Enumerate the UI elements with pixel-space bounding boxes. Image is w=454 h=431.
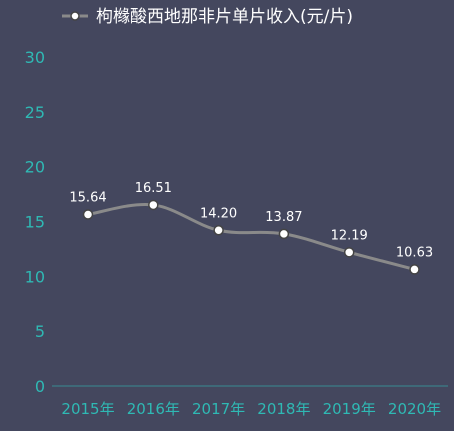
series-line bbox=[87, 202, 415, 271]
data-labels: 15.64 16.51 14.20 13.87 12.19 10.63 bbox=[69, 181, 433, 260]
data-point bbox=[82, 209, 94, 220]
data-point bbox=[343, 247, 355, 258]
y-tick-label: 0 bbox=[35, 377, 45, 396]
series-markers bbox=[82, 199, 420, 275]
data-label: 13.87 bbox=[265, 210, 302, 225]
x-tick-label: 2018年 bbox=[257, 400, 310, 418]
data-point bbox=[278, 228, 290, 240]
data-label: 12.19 bbox=[331, 228, 368, 243]
data-point bbox=[409, 264, 420, 275]
y-axis-ticks: 0 5 10 15 20 25 30 bbox=[25, 48, 45, 396]
data-point bbox=[213, 225, 224, 236]
data-label: 10.63 bbox=[396, 245, 433, 260]
legend-label: 枸橼酸西地那非片单片收入(元/片) bbox=[96, 7, 353, 27]
data-label: 14.20 bbox=[200, 206, 237, 221]
data-point bbox=[148, 199, 159, 211]
y-tick-label: 20 bbox=[25, 158, 45, 177]
legend: 枸橼酸西地那非片单片收入(元/片) bbox=[62, 7, 353, 27]
x-tick-label: 2019年 bbox=[323, 400, 376, 418]
data-label: 15.64 bbox=[69, 190, 106, 205]
x-tick-label: 2016年 bbox=[127, 400, 180, 418]
x-axis-ticks: 2015年 2016年 2017年 2018年 2019年 2020年 bbox=[61, 400, 441, 418]
y-tick-label: 5 bbox=[35, 322, 45, 341]
y-tick-label: 25 bbox=[25, 103, 45, 122]
y-tick-label: 15 bbox=[25, 213, 45, 232]
x-tick-label: 2015年 bbox=[61, 400, 114, 418]
legend-marker-swatch bbox=[70, 11, 80, 21]
data-label: 16.51 bbox=[135, 181, 172, 196]
x-tick-label: 2017年 bbox=[192, 400, 245, 418]
y-tick-label: 30 bbox=[25, 48, 45, 67]
y-tick-label: 10 bbox=[25, 267, 45, 286]
x-tick-label: 2020年 bbox=[388, 400, 441, 418]
